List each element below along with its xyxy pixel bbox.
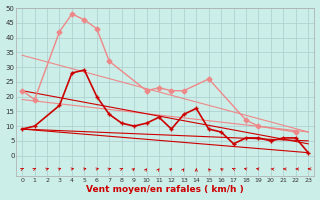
X-axis label: Vent moyen/en rafales ( km/h ): Vent moyen/en rafales ( km/h ) bbox=[86, 185, 244, 194]
